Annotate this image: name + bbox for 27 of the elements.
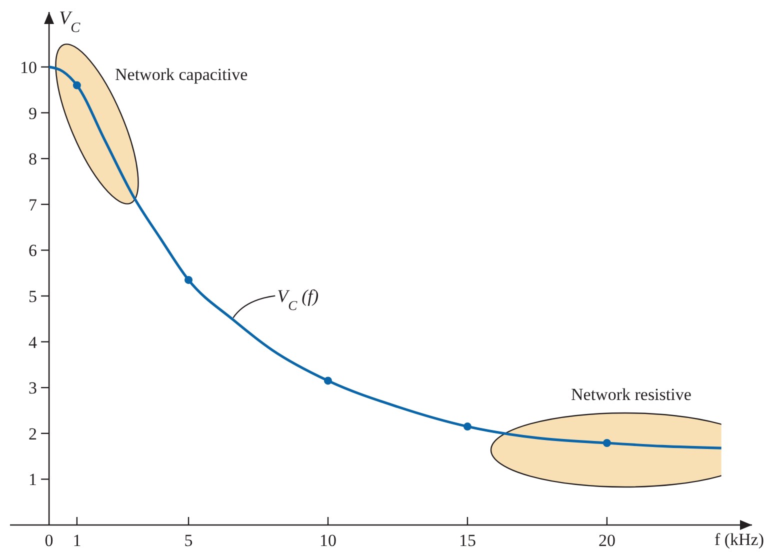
- y-tick-label: 9: [28, 104, 38, 123]
- y-tick-label: 8: [28, 150, 38, 169]
- annotation: Network capacitive: [115, 65, 248, 84]
- point: [184, 276, 193, 284]
- x-tick-label: 15: [458, 531, 476, 550]
- x-tick-label: 5: [184, 531, 193, 550]
- x-tick-label: 1: [72, 531, 82, 550]
- y-tick-label: 7: [28, 195, 38, 214]
- y-axis-title: V$_{C}$: [59, 8, 81, 36]
- y-tick-label: 3: [28, 378, 38, 398]
- point: [72, 81, 81, 90]
- x-axis-title: f (kHz): [714, 530, 764, 549]
- y-tick-label: 4: [28, 332, 38, 352]
- x-tick-label: 20: [598, 531, 616, 550]
- y-tick-label: 1: [28, 470, 38, 490]
- point: [324, 376, 332, 385]
- annotation: Network resistive: [571, 385, 692, 404]
- x-tick-label: 0: [44, 531, 54, 550]
- point: [463, 422, 472, 431]
- y-tick-label: 5: [28, 286, 38, 306]
- x-tick-label: 10: [320, 531, 336, 550]
- y-tick-label: 2: [28, 424, 38, 444]
- line-series: [48, 66, 723, 450]
- annotation: V$_{C}$ (f): [277, 286, 319, 312]
- point: [602, 439, 611, 448]
- y-tick-label: 10: [20, 58, 38, 77]
- y-tick-label: 6: [28, 241, 38, 260]
